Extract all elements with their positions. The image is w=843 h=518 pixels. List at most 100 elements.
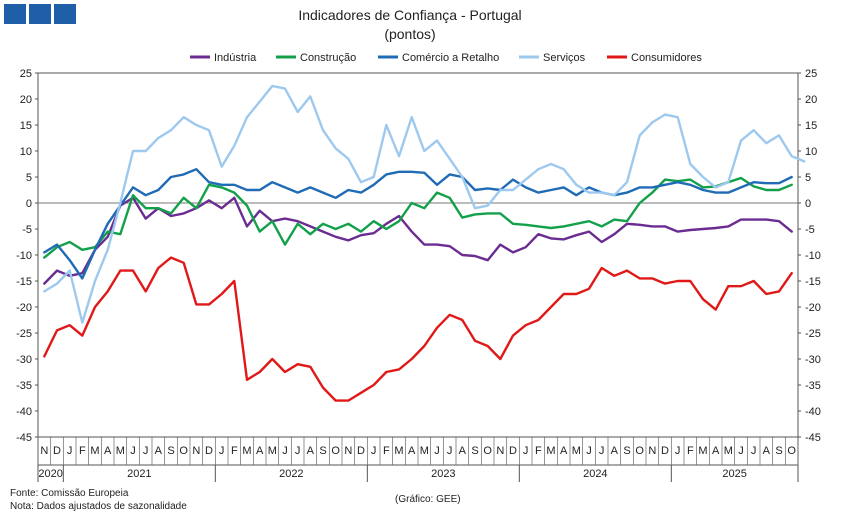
y-tick-label-right: 15 — [805, 120, 817, 132]
y-tick-label-left: -25 — [16, 328, 32, 340]
adjustment-note: Nota: Dados ajustados de sazonalidade — [10, 501, 187, 512]
legend-label: Consumidores — [631, 52, 702, 64]
y-tick-label-right: -10 — [805, 250, 821, 262]
y-tick-label-right: -30 — [805, 354, 821, 366]
logo-square — [4, 4, 26, 24]
month-label: M — [90, 445, 99, 457]
series-line-2 — [43, 167, 793, 280]
month-label: J — [523, 445, 529, 457]
y-tick-label-left: 10 — [20, 146, 32, 158]
legend-label: Construção — [300, 52, 356, 64]
month-label: J — [143, 445, 149, 457]
y-tick-label-right: -45 — [805, 432, 821, 444]
month-label: J — [434, 445, 440, 457]
month-label: S — [167, 445, 174, 457]
y-tick-label-left: -45 — [16, 432, 32, 444]
y-tick-label-left: 0 — [26, 198, 32, 210]
month-label: M — [572, 445, 581, 457]
month-label: D — [509, 445, 517, 457]
month-label: M — [698, 445, 707, 457]
month-label: O — [331, 445, 340, 457]
series-line-4 — [43, 256, 793, 402]
legend: Indústria Construção Comércio a Retalho Ser… — [190, 52, 702, 64]
year-label: 2024 — [583, 468, 607, 480]
month-label: J — [447, 445, 453, 457]
month-label: N — [344, 445, 352, 457]
month-label: F — [535, 445, 542, 457]
month-label: O — [635, 445, 644, 457]
month-label: A — [712, 445, 720, 457]
month-label: F — [79, 445, 86, 457]
month-label: A — [560, 445, 568, 457]
legend-label: Indústria — [214, 52, 257, 64]
series-line-0 — [43, 196, 793, 285]
month-label: M — [394, 445, 403, 457]
y-tick-label-left: 25 — [20, 68, 32, 80]
year-label: 2023 — [431, 468, 455, 480]
month-label: O — [179, 445, 188, 457]
year-label: 2020 — [38, 468, 62, 480]
month-label: A — [611, 445, 619, 457]
logo-square — [54, 4, 76, 24]
y-tick-label-right: 25 — [805, 68, 817, 80]
year-label: 2025 — [722, 468, 746, 480]
y-tick-label-left: -20 — [16, 302, 32, 314]
month-label: N — [496, 445, 504, 457]
gee-logo — [4, 4, 76, 24]
plot-frame — [37, 72, 799, 438]
month-label: M — [420, 445, 429, 457]
y-tick-label-left: -40 — [16, 406, 32, 418]
month-label: N — [192, 445, 200, 457]
month-label: S — [775, 445, 782, 457]
y-tick-label-right: 5 — [805, 172, 811, 184]
month-label: D — [357, 445, 365, 457]
month-label: J — [675, 445, 681, 457]
month-label: J — [130, 445, 136, 457]
y-tick-label-left: -15 — [16, 276, 32, 288]
month-label: O — [787, 445, 796, 457]
month-label: S — [623, 445, 630, 457]
month-label: M — [242, 445, 251, 457]
y-tick-label-right: -20 — [805, 302, 821, 314]
month-label: A — [256, 445, 264, 457]
month-label: A — [155, 445, 163, 457]
month-label: O — [483, 445, 492, 457]
month-label: D — [661, 445, 669, 457]
series-line-1 — [43, 176, 793, 259]
y-tick-label-right: -15 — [805, 276, 821, 288]
y-tick-label-left: 5 — [26, 172, 32, 184]
month-label: A — [408, 445, 416, 457]
y-tick-label-right: 0 — [805, 198, 811, 210]
y-tick-label-right: -25 — [805, 328, 821, 340]
y-tick-label-left: 20 — [20, 94, 32, 106]
y-tick-label-left: -10 — [16, 250, 32, 262]
year-label: 2022 — [279, 468, 303, 480]
chart-credit: (Gráfico: GEE) — [395, 494, 461, 505]
month-label: F — [231, 445, 238, 457]
month-label: J — [295, 445, 301, 457]
y-tick-label-left: 15 — [20, 120, 32, 132]
source-note: Fonte: Comissão Europeia — [10, 488, 129, 499]
y-tick-label-left: -30 — [16, 354, 32, 366]
chart-subtitle: (pontos) — [384, 26, 436, 42]
month-label: J — [599, 445, 605, 457]
series-lines — [43, 84, 806, 402]
month-label: J — [751, 445, 757, 457]
month-label: A — [104, 445, 112, 457]
month-label: S — [471, 445, 478, 457]
month-label: J — [219, 445, 225, 457]
month-label: N — [40, 445, 48, 457]
month-label: F — [687, 445, 694, 457]
y-tick-label-left: -35 — [16, 380, 32, 392]
month-label: J — [282, 445, 288, 457]
y-tick-label-right: -5 — [805, 224, 815, 236]
legend-label: Serviços — [543, 52, 586, 64]
month-label: A — [307, 445, 315, 457]
month-label: M — [546, 445, 555, 457]
month-label: N — [648, 445, 656, 457]
month-label: J — [586, 445, 592, 457]
year-label: 2021 — [127, 468, 151, 480]
chart-title: Indicadores de Confiança - Portugal — [298, 7, 522, 23]
series-line-3 — [43, 84, 806, 324]
month-label: J — [371, 445, 377, 457]
